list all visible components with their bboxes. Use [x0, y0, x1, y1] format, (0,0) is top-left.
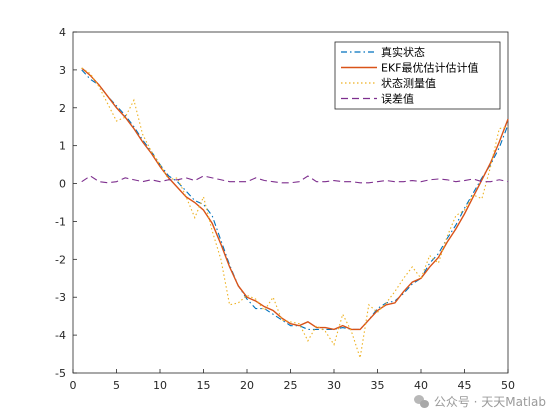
- x-tick-label: 35: [371, 379, 385, 392]
- x-tick-label: 20: [240, 379, 254, 392]
- y-axis: -5 -4 -3 -2 -1 0 1 2 3 4: [55, 26, 77, 380]
- x-tick-label: 40: [414, 379, 428, 392]
- series-line-4: [81, 175, 509, 184]
- x-tick-label: 50: [501, 379, 515, 392]
- y-tick-label: -3: [55, 291, 66, 304]
- x-tick-label: 0: [70, 379, 77, 392]
- y-tick-label: -2: [55, 253, 66, 266]
- legend-label-3: 状态测量值: [381, 76, 436, 90]
- watermark: 公众号 · 天天Matlab: [413, 393, 546, 410]
- legend-box: [334, 41, 501, 110]
- y-tick-label: -5: [55, 367, 66, 380]
- y-tick-label: 4: [59, 26, 66, 39]
- legend-label-2: EKF最优估计估计值: [381, 62, 479, 75]
- y-tick-label: 3: [59, 64, 66, 77]
- legend-label-4: 误差值: [381, 92, 414, 106]
- x-tick-label: 10: [153, 379, 167, 392]
- wechat-icon: [413, 394, 430, 409]
- y-tick-label: -4: [55, 329, 66, 342]
- x-tick-label: 15: [197, 379, 211, 392]
- y-tick-label: -1: [55, 215, 66, 228]
- x-tick-label: 45: [458, 379, 472, 392]
- series-line-1: [81, 69, 509, 330]
- x-tick-label: 25: [284, 379, 298, 392]
- y-tick-label: 0: [59, 178, 66, 191]
- watermark-text: 公众号 · 天天Matlab: [433, 395, 546, 409]
- series-line-2: [81, 67, 509, 331]
- x-axis: 0 5 10 15 20 25 30 35 40 45 50: [70, 369, 515, 392]
- series-line-3: [81, 67, 509, 359]
- x-tick-label: 30: [327, 379, 341, 392]
- legend-label-1: 真实状态: [381, 45, 425, 59]
- x-tick-label: 5: [113, 379, 120, 392]
- y-tick-label: 2: [59, 102, 66, 115]
- series-layer: [81, 67, 509, 359]
- y-tick-label: 1: [59, 140, 66, 153]
